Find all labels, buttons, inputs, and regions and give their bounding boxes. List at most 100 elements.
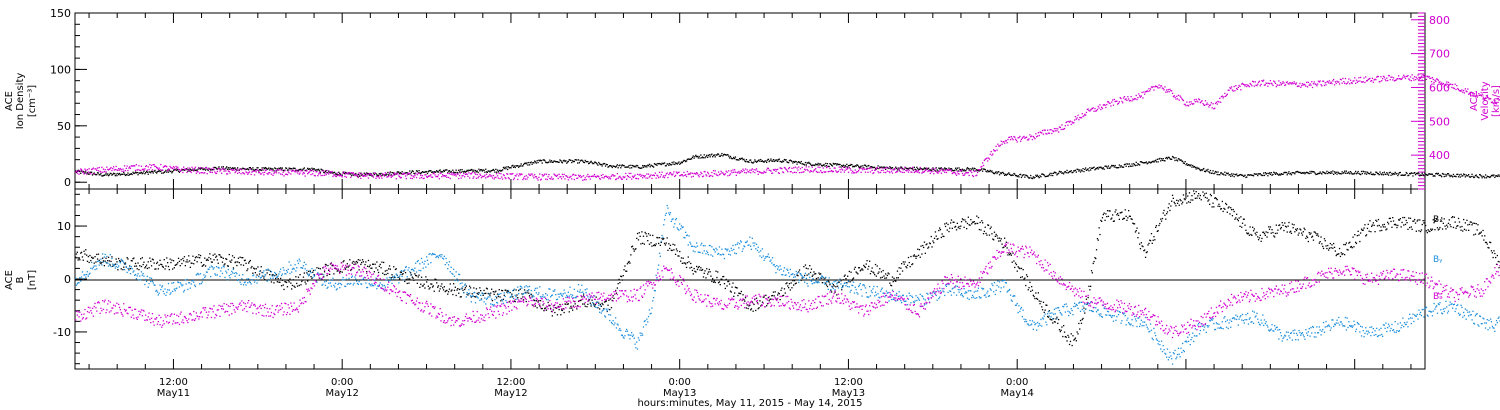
velocity-point	[738, 170, 740, 173]
velocity-point	[510, 173, 512, 175]
density-point	[1468, 174, 1470, 176]
bx-point	[257, 266, 259, 268]
velocity-point	[271, 170, 273, 172]
velocity-point	[1228, 89, 1230, 91]
velocity-point	[1160, 85, 1162, 87]
density-point	[368, 174, 370, 176]
velocity-point	[207, 168, 209, 170]
velocity-point	[1479, 94, 1481, 96]
velocity-point	[588, 175, 591, 178]
density-point	[723, 153, 726, 155]
density-point	[1322, 171, 1324, 173]
velocity-point	[998, 145, 1001, 147]
bx-point	[196, 261, 198, 263]
density-point	[1344, 170, 1346, 172]
density-point	[404, 172, 407, 174]
velocity-point	[606, 176, 608, 178]
velocity-point	[118, 169, 121, 171]
velocity-point	[406, 174, 408, 176]
velocity-point	[447, 176, 450, 179]
density-point	[1413, 172, 1415, 174]
bx-point	[279, 281, 281, 283]
velocity-point	[523, 175, 526, 178]
bx-point	[262, 275, 264, 277]
density-point	[544, 159, 546, 162]
density-point	[998, 171, 1000, 173]
density-point	[793, 161, 796, 163]
velocity-point	[633, 175, 635, 177]
velocity-point	[1222, 97, 1224, 99]
velocity-point	[1011, 137, 1013, 140]
density-point	[1425, 174, 1428, 176]
density-point	[484, 171, 486, 173]
velocity-point	[86, 173, 88, 175]
density-point	[900, 166, 902, 168]
bx-point	[89, 254, 91, 257]
density-point	[773, 160, 775, 163]
density-point	[431, 171, 434, 173]
velocity-point	[938, 171, 940, 173]
velocity-point	[242, 172, 244, 174]
density-point	[1254, 173, 1256, 175]
bx-point	[322, 267, 324, 269]
velocity-point	[1086, 108, 1088, 111]
velocity-point	[925, 169, 927, 171]
density-point	[1011, 174, 1013, 176]
velocity-point	[896, 171, 899, 173]
velocity-point	[634, 174, 636, 176]
velocity-point	[329, 171, 331, 173]
velocity-point	[502, 174, 505, 176]
bx-point	[77, 259, 79, 261]
velocity-point	[519, 174, 521, 176]
velocity-point	[652, 174, 654, 176]
velocity-point	[577, 174, 580, 176]
density-point	[183, 169, 185, 171]
velocity-point	[952, 172, 954, 174]
velocity-point	[224, 168, 226, 171]
velocity-point	[163, 165, 165, 168]
velocity-point	[1307, 81, 1309, 83]
velocity-point	[597, 175, 599, 177]
velocity-point	[380, 175, 382, 178]
density-point	[615, 166, 617, 168]
density-point	[1043, 174, 1045, 176]
density-point	[516, 165, 518, 167]
velocity-point	[930, 171, 932, 173]
density-point	[197, 168, 199, 170]
velocity-point	[1481, 93, 1483, 95]
density-point	[134, 172, 136, 174]
density-point	[344, 173, 346, 175]
density-point	[1070, 170, 1072, 172]
density-point	[1388, 172, 1390, 174]
velocity-point	[1173, 95, 1175, 97]
bx-point	[313, 274, 316, 276]
velocity-point	[238, 171, 240, 174]
velocity-point	[922, 171, 924, 173]
density-point	[297, 169, 300, 171]
velocity-point	[1158, 84, 1160, 86]
density-point	[739, 158, 742, 160]
density-point	[763, 161, 765, 163]
density-point	[1376, 172, 1379, 175]
density-point	[1466, 175, 1468, 177]
velocity-point	[1165, 91, 1167, 93]
bx-point	[283, 288, 285, 291]
velocity-point	[1256, 84, 1258, 87]
velocity-point	[121, 170, 123, 172]
bx-point	[258, 273, 261, 275]
velocity-point	[550, 178, 552, 180]
density-point	[377, 174, 379, 176]
velocity-point	[1254, 81, 1256, 83]
velocity-point	[1018, 137, 1020, 139]
bx-point	[213, 259, 215, 261]
velocity-point	[512, 173, 514, 175]
density-point	[748, 161, 750, 163]
density-point	[1223, 174, 1225, 176]
velocity-point	[1009, 136, 1011, 138]
density-point	[507, 168, 509, 171]
velocity-point	[159, 168, 161, 171]
density-point	[613, 165, 615, 167]
velocity-point	[1098, 107, 1100, 109]
density-point	[1432, 175, 1434, 177]
